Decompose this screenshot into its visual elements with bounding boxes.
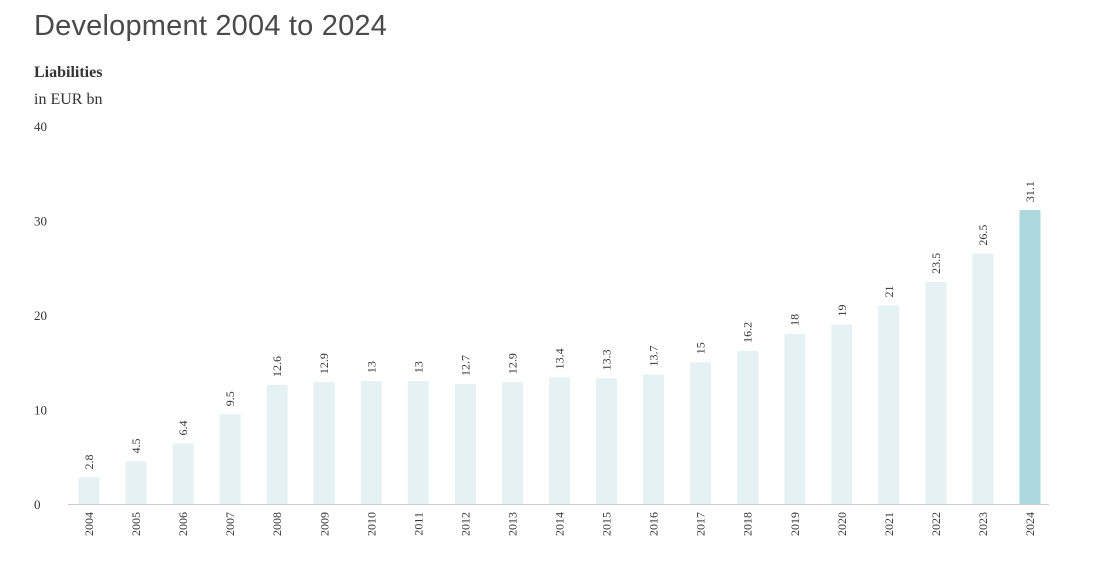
data-label: 13.4 [553, 348, 567, 369]
x-tick-label: 2017 [694, 512, 708, 536]
bar [925, 281, 947, 504]
data-label: 13.3 [600, 349, 614, 370]
bar [1019, 210, 1041, 504]
data-label: 31.1 [1023, 181, 1037, 202]
bar [549, 377, 570, 504]
series-label: Liabilities [34, 64, 103, 81]
bar [831, 324, 853, 504]
y-tick-label: 20 [34, 308, 47, 323]
unit-label: in EUR bn [34, 91, 103, 108]
bar [643, 374, 665, 504]
data-label: 26.5 [976, 225, 990, 246]
x-tick-label: 2009 [317, 512, 331, 536]
page-title: Development 2004 to 2024 [34, 10, 388, 42]
y-tick-label: 40 [34, 119, 47, 134]
x-tick-label: 2004 [82, 512, 96, 536]
bar [737, 350, 759, 504]
x-tick-label: 2013 [505, 512, 519, 536]
x-tick-label: 2015 [600, 512, 614, 536]
x-tick-label: 2018 [741, 512, 755, 536]
data-label: 15 [694, 342, 708, 354]
x-tick-label: 2024 [1023, 512, 1037, 536]
data-label: 13 [364, 361, 378, 373]
y-tick-label: 0 [34, 497, 41, 512]
data-labels: 2.8 4.5 6.4 9.5 12.6 12.9 13 13 12.7 12.9 13.4 13.3… [82, 181, 1037, 469]
data-label: 16.2 [741, 322, 755, 343]
x-tick-label: 2020 [835, 512, 849, 536]
data-label: 12.6 [270, 356, 284, 377]
data-label: 13.7 [647, 346, 661, 367]
y-axis-ticks: 0 10 20 30 40 [34, 119, 47, 512]
x-tick-label: 2011 [411, 512, 425, 536]
data-label: 23.5 [929, 253, 943, 274]
x-tick-label: 2022 [929, 512, 943, 536]
x-tick-label: 2019 [788, 512, 802, 536]
data-label: 4.5 [129, 438, 143, 453]
x-tick-label: 2005 [129, 512, 143, 536]
data-label: 12.9 [505, 353, 519, 374]
data-label: 13 [411, 361, 425, 373]
bar [454, 384, 476, 504]
bar [360, 381, 382, 504]
bar [596, 378, 617, 504]
bar [502, 382, 523, 504]
bar [313, 382, 335, 504]
data-label: 12.7 [458, 355, 472, 376]
bar [407, 381, 429, 504]
data-label: 18 [788, 314, 802, 326]
data-label: 21 [882, 286, 896, 298]
y-tick-label: 10 [34, 403, 47, 418]
y-tick-label: 30 [34, 214, 47, 229]
x-tick-label: 2014 [553, 512, 567, 536]
x-tick-label: 2008 [270, 512, 284, 536]
bar [219, 414, 241, 504]
bar [172, 443, 194, 504]
x-tick-label: 2021 [882, 512, 896, 536]
data-label: 2.8 [82, 455, 96, 470]
bar [784, 333, 806, 504]
data-label: 9.5 [223, 391, 237, 406]
data-label: 6.4 [176, 421, 190, 436]
x-tick-label: 2012 [458, 512, 472, 536]
bar [878, 305, 900, 504]
x-tick-label: 2016 [647, 512, 661, 536]
x-tick-label: 2006 [176, 512, 190, 536]
bars [78, 210, 1041, 505]
bar [125, 461, 147, 504]
bar [972, 253, 994, 504]
x-tick-label: 2007 [223, 512, 237, 536]
x-tick-label: 2010 [364, 512, 378, 536]
data-label: 12.9 [317, 353, 331, 374]
x-axis-labels: 2004 2005 2006 2007 2008 2009 2010 2011 2012 2013… [82, 512, 1037, 536]
bar [266, 384, 288, 504]
x-tick-label: 2023 [976, 512, 990, 536]
bar [78, 477, 100, 504]
bar [690, 362, 712, 505]
data-label: 19 [835, 304, 849, 316]
